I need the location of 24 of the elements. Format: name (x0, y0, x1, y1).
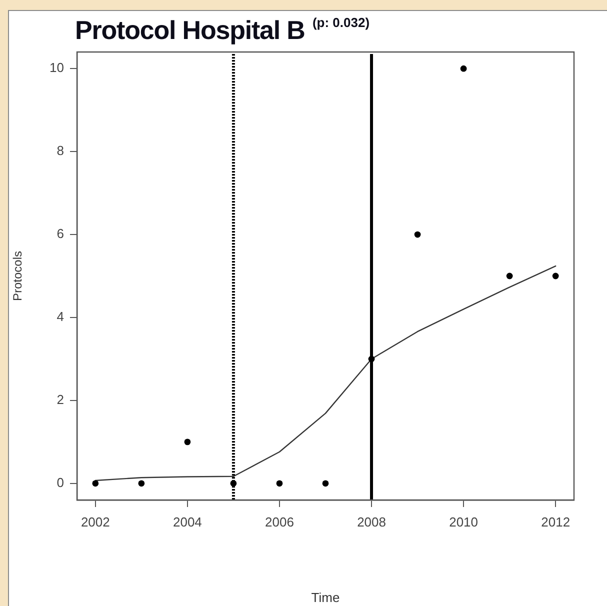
y-tick-label: 2 (56, 392, 64, 408)
point (184, 438, 191, 446)
y-tick-label: 6 (56, 226, 64, 242)
x-tick-label: 2008 (357, 514, 386, 530)
y-tick-label: 8 (56, 143, 64, 158)
point (460, 65, 467, 72)
point (414, 231, 421, 238)
y-tick-label: 4 (56, 309, 64, 324)
point (322, 480, 329, 487)
x-tick-label: 2010 (449, 514, 478, 530)
y-tick-label: 10 (50, 60, 64, 76)
x-axis-title: Time (311, 590, 340, 605)
x-tick-label: 2002 (80, 514, 110, 530)
x-tick-label: 2004 (172, 514, 202, 530)
x-tick-label: 2006 (265, 514, 294, 530)
point (552, 272, 559, 280)
y-axis-title: Protocols (10, 250, 25, 302)
point (138, 480, 145, 487)
chart-title: Protocol Hospital B $^{(p: 0.032)}$ (75, 14, 370, 45)
y-tick-label: 0 (56, 474, 64, 490)
point (506, 272, 513, 280)
point (92, 480, 99, 487)
x-tick-label: 2012 (541, 514, 570, 530)
point (276, 480, 283, 487)
